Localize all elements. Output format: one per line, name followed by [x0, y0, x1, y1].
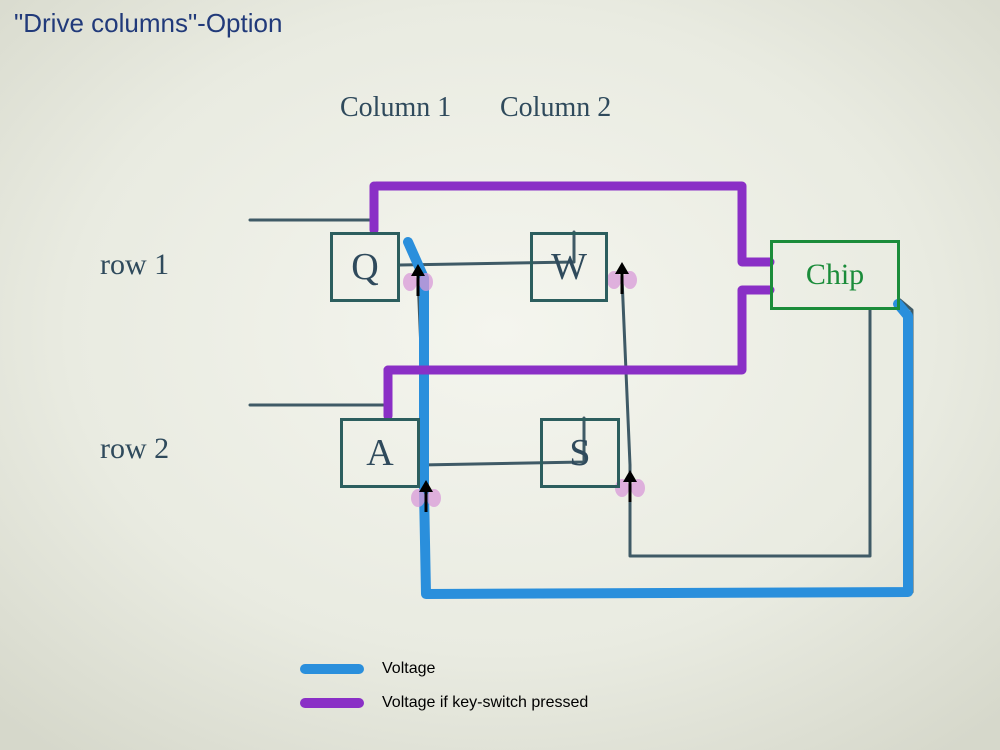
key-s-label: S — [569, 431, 590, 475]
row-2-label: row 2 — [100, 432, 169, 466]
legend-pressed-label: Voltage if key-switch pressed — [382, 694, 588, 712]
chip-label: Chip — [806, 258, 864, 292]
legend-voltage-label: Voltage — [382, 660, 435, 678]
legend-voltage-swatch — [300, 664, 364, 674]
legend-voltage: Voltage — [300, 660, 435, 678]
key-a-label: A — [366, 431, 393, 475]
column-2-label: Column 2 — [500, 92, 611, 124]
column-1-label: Column 1 — [340, 92, 451, 124]
key-a: A — [340, 418, 420, 488]
chip-box: Chip — [770, 240, 900, 310]
legend-pressed: Voltage if key-switch pressed — [300, 694, 588, 712]
legend-pressed-swatch — [300, 698, 364, 708]
diagram-stage: "Drive columns"-Option Column 1 Column 2… — [0, 0, 1000, 750]
key-q-label: Q — [351, 245, 378, 289]
key-q: Q — [330, 232, 400, 302]
row-1-label: row 1 — [100, 248, 169, 282]
key-s: S — [540, 418, 620, 488]
key-w-label: W — [551, 245, 587, 289]
diagram-title: "Drive columns"-Option — [14, 8, 282, 39]
key-w: W — [530, 232, 608, 302]
